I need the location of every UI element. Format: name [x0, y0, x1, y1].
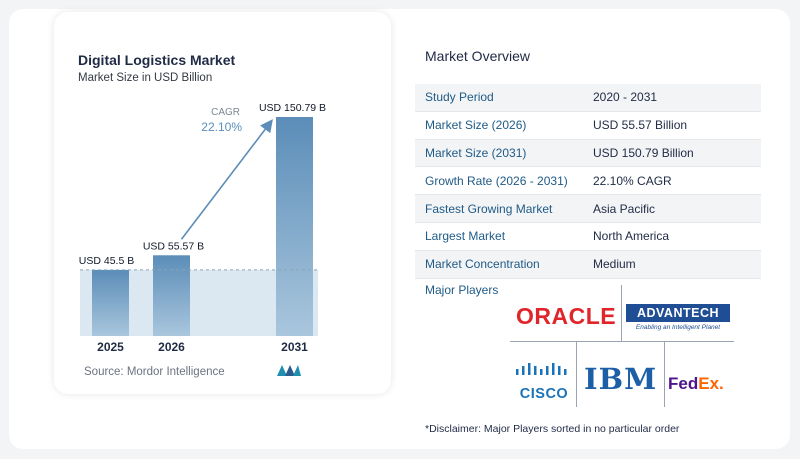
overview-value: USD 55.57 Billion — [593, 118, 688, 133]
overview-row: Market Size (2026) USD 55.57 Billion — [415, 112, 761, 140]
logo-divider — [576, 341, 577, 407]
x-tick-label: 2026 — [158, 340, 185, 354]
cisco-bars-icon — [516, 363, 567, 375]
bar-2025 — [92, 269, 129, 336]
advantech-tagline: Enabling an Intelligent Planet — [635, 324, 721, 331]
overview-value: USD 150.79 Billion — [593, 145, 694, 160]
overview-table: Study Period 2020 - 2031 Market Size (2026… — [415, 84, 761, 279]
logo-divider — [664, 341, 665, 407]
cagr-arrow — [180, 119, 273, 240]
overview-value: North America — [593, 229, 670, 244]
chart-source: Source: Mordor Intelligence — [84, 366, 225, 378]
overview-row: Largest Market North America — [415, 223, 761, 251]
mordor-logo-icon — [277, 365, 301, 376]
data-label: USD 55.57 B — [143, 240, 204, 252]
overview-value: 2020 - 2031 — [593, 90, 658, 105]
x-tick-label: 2031 — [281, 340, 308, 354]
ibm-logo: IBM — [584, 362, 658, 396]
players-title: Major Players — [425, 283, 499, 297]
chart-subtitle: Market Size in USD Billion — [78, 72, 213, 84]
cisco-logo-text: CISCO — [519, 386, 569, 402]
fedex-logo: FedEx. — [668, 374, 724, 394]
overview-key: Largest Market — [425, 229, 506, 244]
overview-key: Market Size (2026) — [425, 118, 527, 133]
bar-2026 — [153, 255, 190, 336]
overview-value: Medium — [593, 257, 636, 272]
logo-divider — [510, 341, 734, 342]
overview-value: 22.10% CAGR — [593, 173, 672, 188]
overview-key: Fastest Growing Market — [425, 201, 553, 216]
fedex-ex-text: Ex. — [698, 374, 724, 393]
cisco-logo: CISCO — [514, 363, 574, 402]
overview-row: Market Size (2031) USD 150.79 Billion — [415, 139, 761, 168]
data-label: USD 150.79 B — [259, 102, 326, 114]
logo-divider — [621, 285, 622, 341]
advantech-logo-text: ADVANTECH — [626, 304, 730, 322]
oracle-logo: ORACLE — [516, 303, 617, 329]
x-tick-label: 2025 — [97, 340, 124, 354]
fedex-fed-text: Fed — [668, 374, 699, 393]
overview-title: Market Overview — [425, 48, 531, 64]
disclaimer: *Disclaimer: Major Players sorted in no … — [425, 423, 680, 435]
overview-key: Market Size (2031) — [425, 145, 527, 160]
data-label: USD 45.5 B — [79, 255, 134, 267]
overview-row: Study Period 2020 - 2031 — [415, 84, 761, 112]
overview-key: Growth Rate (2026 - 2031) — [425, 173, 568, 188]
overview-key: Market Concentration — [425, 257, 540, 272]
chart-title: Digital Logistics Market — [78, 52, 236, 68]
bar-2031 — [276, 117, 313, 336]
overview-row: Fastest Growing Market Asia Pacific — [415, 195, 761, 223]
overview-value: Asia Pacific — [593, 201, 656, 216]
cagr-value: 22.10% — [201, 120, 242, 134]
cagr-label: CAGR — [211, 107, 240, 118]
overview-row: Growth Rate (2026 - 2031) 22.10% CAGR — [415, 167, 761, 196]
overview-row: Market Concentration Medium — [415, 250, 761, 279]
overview-key: Study Period — [425, 90, 494, 105]
advantech-logo: ADVANTECH Enabling an Intelligent Planet — [626, 304, 730, 331]
